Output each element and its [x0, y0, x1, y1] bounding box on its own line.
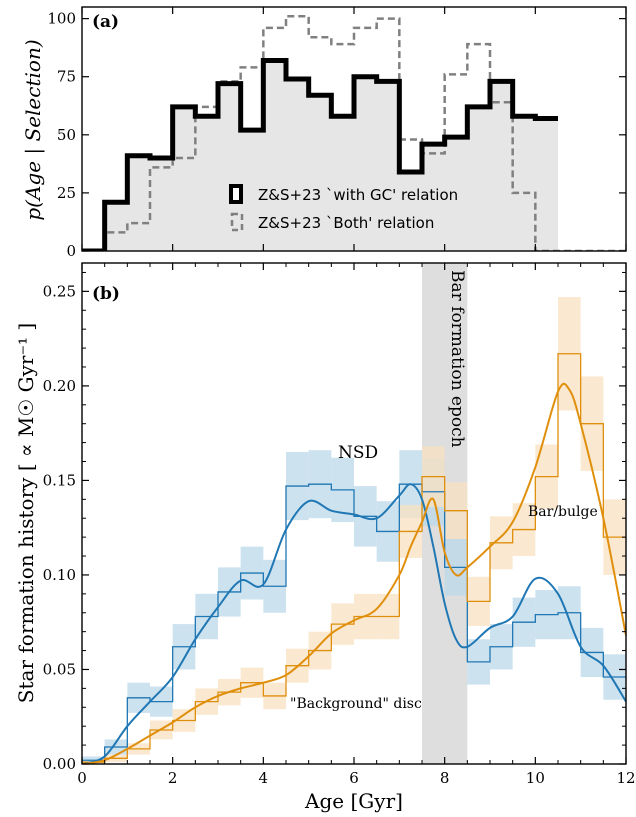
- panel-a-label: (a): [92, 12, 119, 32]
- b-xtick-label: 2: [168, 769, 178, 787]
- bar-bulge-step-line: [82, 353, 626, 763]
- a-ytick-label: 25: [57, 184, 76, 202]
- with-gc-fill: [82, 60, 558, 251]
- panel-b-label: (b): [92, 284, 120, 304]
- legend-label-with-gc: Z&S+23 `with GC' relation: [258, 186, 458, 204]
- annotation-background-disc: "Background" disc: [290, 696, 422, 712]
- b-xtick-label: 0: [77, 769, 87, 787]
- legend-swatch-with-gc: [229, 184, 243, 204]
- legend-swatch-both: [230, 212, 244, 232]
- b-xtick-label: 12: [616, 769, 635, 787]
- b-xtick-label: 6: [349, 769, 359, 787]
- b-xtick-label: 10: [526, 769, 545, 787]
- b-xtick-label: 8: [440, 769, 450, 787]
- panel-b: 0.00 0.05 0.10 0.15 0.20 0.25 0 2 4 6 8 10 12 (b) St…: [14, 262, 636, 813]
- a-ytick-label: 100: [47, 10, 76, 28]
- b-ytick-label: 0.05: [43, 660, 76, 678]
- b-ytick-label: 0.25: [43, 282, 76, 300]
- legend: Z&S+23 `with GC' relation Z&S+23 `Both' …: [229, 184, 458, 232]
- panel-a-ylabel: p(Age | Selection): [21, 39, 46, 220]
- nsd-step-line: [82, 483, 626, 761]
- nsd-smooth-line: [82, 483, 626, 764]
- panel-b-ylabel: Star formation history [ ∝ M☉ Gyr⁻¹ ]: [14, 323, 38, 703]
- a-ytick-label: 0: [66, 242, 76, 260]
- annotation-bar-bulge: Bar/bulge: [528, 504, 598, 520]
- a-ytick-label: 75: [57, 68, 76, 86]
- bar-bulge-smooth-line: [82, 382, 626, 764]
- b-xtick-label: 4: [259, 769, 269, 787]
- b-ytick-label: 0.15: [43, 471, 76, 489]
- series-with-gc-line: [82, 57, 558, 251]
- b-ytick-label: 0.00: [43, 755, 76, 773]
- panel-b-xlabel: Age [Gyr]: [304, 789, 403, 813]
- series-both-line: [82, 15, 626, 251]
- panel-a: 0 25 50 75 100 (a) p(Age | Selection) Z&S+23…: [21, 6, 627, 260]
- a-ytick-label: 50: [57, 126, 76, 144]
- b-ytick-label: 0.10: [43, 566, 76, 584]
- annotation-bar-formation-epoch: Bar formation epoch: [447, 270, 467, 448]
- b-ytick-label: 0.20: [43, 377, 76, 395]
- annotation-nsd: NSD: [338, 443, 378, 463]
- legend-label-both: Z&S+23 `Both' relation: [258, 214, 434, 232]
